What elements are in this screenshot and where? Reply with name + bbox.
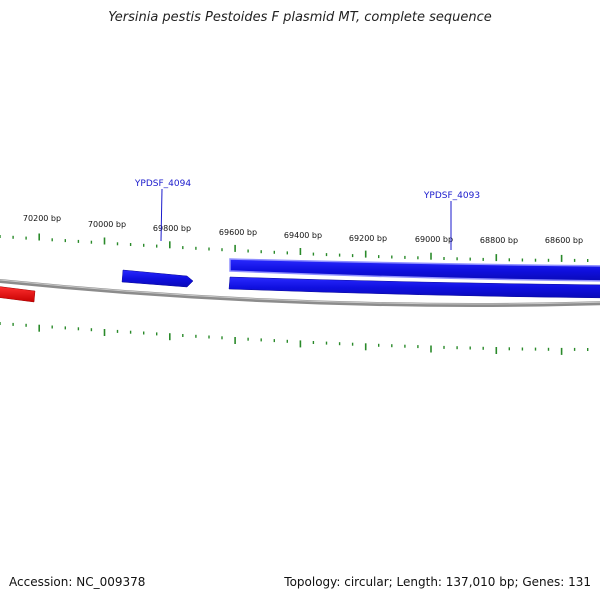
ruler-labels: 70200 bp 70000 bp 69800 bp 69600 bp 6940…: [23, 214, 583, 245]
ruler-label-70000: 70000 bp: [88, 220, 126, 229]
gene-leader-ypdsf-4094: [160, 188, 163, 242]
ruler-label-68600: 68600 bp: [545, 236, 583, 245]
ruler-label-69600: 69600 bp: [219, 228, 257, 237]
ruler-label-69000: 69000 bp: [415, 235, 453, 244]
gene-features: [0, 258, 600, 303]
inner-ruler-ticks: [0, 322, 589, 355]
ruler-label-69800: 69800 bp: [153, 224, 191, 233]
sequence-backbone-highlight: [0, 279, 600, 305]
gene-label-ypdsf-4093[interactable]: YPDSF_4093: [423, 191, 480, 201]
accession-text: Accession: NC_009378: [9, 575, 146, 589]
ruler-label-70200: 70200 bp: [23, 214, 61, 223]
gene-feature-ypdsf-4093[interactable]: [229, 258, 600, 282]
topology-summary: Topology: circular; Length: 137,010 bp; …: [284, 575, 591, 589]
sequence-backbone: [0, 278, 600, 307]
ruler-label-69400: 69400 bp: [284, 231, 322, 240]
gene-feature-adjacent[interactable]: [228, 276, 600, 299]
outer-ruler-ticks: [0, 233, 589, 262]
gene-label-ypdsf-4094[interactable]: YPDSF_4094: [134, 179, 191, 189]
gene-feature-ypdsf-4094[interactable]: [121, 269, 194, 288]
ruler-label-68800: 68800 bp: [480, 236, 518, 245]
map-title: Yersinia pestis Pestoides F plasmid MT, …: [108, 10, 492, 25]
reverse-gene-feature[interactable]: [0, 286, 36, 303]
ruler-label-69200: 69200 bp: [349, 234, 387, 243]
